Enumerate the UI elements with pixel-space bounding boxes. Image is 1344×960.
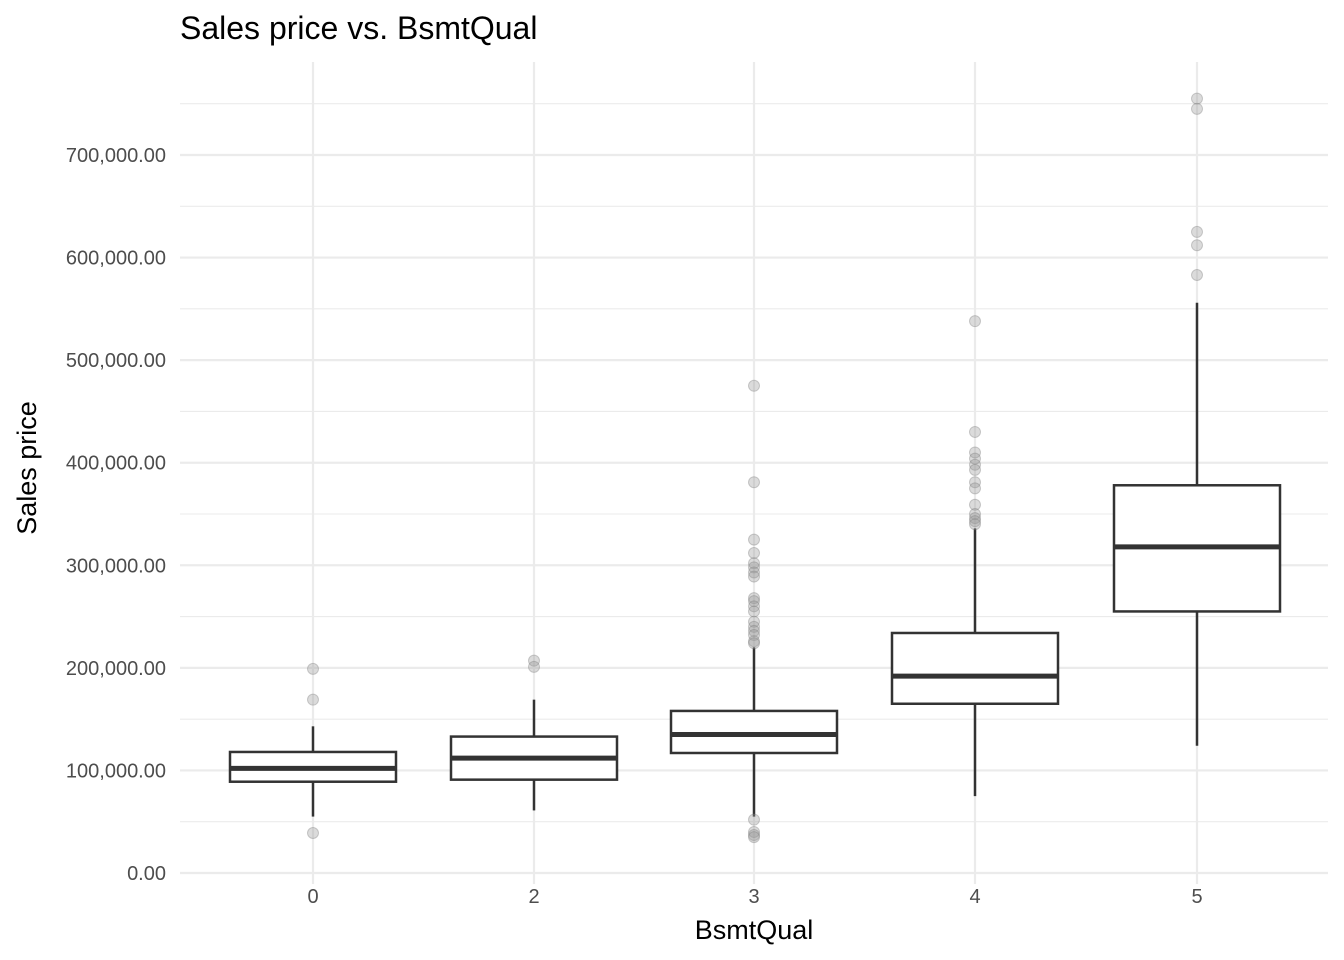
outlier-point: [748, 570, 760, 583]
outlier-point: [307, 693, 319, 706]
iqr-box: [890, 631, 1060, 706]
outlier-point: [748, 825, 760, 838]
outlier-point: [969, 452, 981, 465]
box-group-5: [1112, 92, 1282, 746]
y-tick-label: 200,000.00: [66, 658, 166, 680]
y-tick-label: 600,000.00: [66, 248, 166, 270]
outlier-point: [748, 600, 760, 613]
outlier-point: [528, 654, 540, 667]
outlier-point: [1191, 269, 1203, 282]
outlier-point: [307, 826, 319, 839]
outlier-point: [748, 533, 760, 546]
iqr-box: [669, 709, 839, 755]
box-group-2: [449, 654, 619, 811]
outlier-point: [748, 557, 760, 570]
outlier-point: [1191, 239, 1203, 252]
y-tick-label: 100,000.00: [66, 760, 166, 782]
outlier-point: [748, 624, 760, 637]
outlier-point: [1191, 92, 1203, 105]
outlier-point: [748, 476, 760, 489]
x-axis-title: BsmtQual: [695, 915, 814, 945]
outlier-point: [969, 512, 981, 525]
x-tick-label: 5: [1191, 886, 1202, 908]
outlier-point: [969, 463, 981, 476]
outlier-point: [969, 446, 981, 459]
outlier-point: [969, 425, 981, 438]
box-group-0: [228, 662, 398, 839]
y-tick-label: 400,000.00: [66, 453, 166, 475]
outlier-point: [748, 637, 760, 650]
outlier-point: [748, 829, 760, 842]
outlier-point: [969, 498, 981, 511]
outlier-point: [748, 813, 760, 826]
outlier-point: [748, 561, 760, 574]
outlier-point: [748, 595, 760, 608]
outlier-point: [748, 620, 760, 633]
outlier-point: [748, 379, 760, 392]
x-tick-label: 3: [748, 886, 759, 908]
outlier-point: [748, 546, 760, 559]
y-axis-title: Sales price: [12, 401, 42, 535]
y-tick-label: 700,000.00: [66, 145, 166, 167]
outlier-point: [748, 831, 760, 844]
chart-title: Sales price vs. BsmtQual: [180, 10, 537, 46]
box-group-4: [890, 315, 1060, 797]
outlier-point: [969, 518, 981, 531]
outlier-point: [528, 660, 540, 673]
x-tick-label: 4: [969, 886, 980, 908]
outlier-point: [1191, 225, 1203, 238]
outlier-point: [748, 592, 760, 605]
outlier-point: [748, 629, 760, 642]
box-layer: [228, 92, 1282, 844]
outlier-point: [969, 476, 981, 489]
outlier-point: [1191, 102, 1203, 115]
y-tick-label: 0.00: [127, 863, 166, 885]
outlier-point: [969, 508, 981, 520]
outlier-point: [748, 615, 760, 628]
outlier-point: [969, 315, 981, 328]
outlier-point: [969, 515, 981, 528]
gridlines: [180, 62, 1328, 884]
outlier-point: [748, 566, 760, 579]
x-tick-label: 0: [307, 886, 318, 908]
tick-labels: 0.00 100,000.00 200,000.00 300,000.00 400,00…: [66, 145, 1203, 908]
outlier-point: [969, 458, 981, 471]
x-tick-label: 2: [528, 886, 539, 908]
y-tick-label: 300,000.00: [66, 555, 166, 577]
outlier-point: [748, 605, 760, 618]
outlier-point: [748, 635, 760, 648]
outlier-point: [307, 662, 319, 675]
box-group-3: [669, 379, 839, 844]
outlier-point: [969, 482, 981, 495]
y-tick-label: 500,000.00: [66, 350, 166, 372]
